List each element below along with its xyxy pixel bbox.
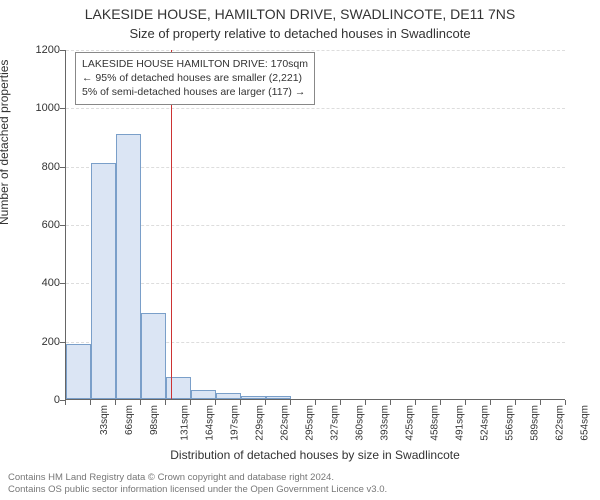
xtick-mark — [190, 400, 191, 405]
xtick-mark — [65, 400, 66, 405]
histogram-bar — [116, 134, 141, 399]
y-axis-label: Number of detached properties — [0, 60, 11, 225]
xtick-label: 622sqm — [555, 405, 566, 441]
xtick-mark — [115, 400, 116, 405]
annotation-line1: LAKESIDE HOUSE HAMILTON DRIVE: 170sqm — [82, 57, 308, 71]
xtick-label: 98sqm — [149, 405, 160, 435]
ytick-mark — [60, 50, 65, 51]
ytick-label: 400 — [20, 277, 60, 289]
annotation-line3: 5% of semi-detached houses are larger (1… — [82, 85, 308, 99]
annotation-box: LAKESIDE HOUSE HAMILTON DRIVE: 170sqm ← … — [75, 52, 315, 105]
gridline — [66, 50, 565, 51]
ytick-mark — [60, 108, 65, 109]
histogram-bar — [266, 396, 290, 399]
xtick-mark — [565, 400, 566, 405]
xtick-label: 360sqm — [355, 405, 366, 441]
xtick-mark — [390, 400, 391, 405]
histogram-bar — [191, 390, 215, 399]
ytick-label: 200 — [20, 336, 60, 348]
chart-title-line2: Size of property relative to detached ho… — [0, 26, 600, 41]
ytick-mark — [60, 283, 65, 284]
histogram-bar — [216, 393, 241, 399]
xtick-label: 327sqm — [329, 405, 340, 441]
xtick-label: 556sqm — [504, 405, 515, 441]
xtick-mark — [540, 400, 541, 405]
xtick-label: 229sqm — [254, 405, 265, 441]
ytick-label: 800 — [20, 161, 60, 173]
xtick-mark — [315, 400, 316, 405]
xtick-mark — [515, 400, 516, 405]
ytick-mark — [60, 167, 65, 168]
xtick-label: 491sqm — [455, 405, 466, 441]
chart-container: LAKESIDE HOUSE, HAMILTON DRIVE, SWADLINC… — [0, 0, 600, 500]
chart-title-line1: LAKESIDE HOUSE, HAMILTON DRIVE, SWADLINC… — [0, 6, 600, 22]
footer-line2: Contains OS public sector information li… — [8, 484, 387, 496]
ytick-label: 1200 — [20, 44, 60, 56]
xtick-mark — [340, 400, 341, 405]
xtick-label: 197sqm — [230, 405, 241, 441]
ytick-label: 600 — [20, 219, 60, 231]
xtick-mark — [90, 400, 91, 405]
histogram-bar — [141, 313, 166, 399]
xtick-label: 66sqm — [124, 405, 135, 435]
xtick-mark — [465, 400, 466, 405]
gridline — [66, 108, 565, 109]
xtick-mark — [165, 400, 166, 405]
xtick-mark — [265, 400, 266, 405]
xtick-mark — [365, 400, 366, 405]
xtick-label: 295sqm — [305, 405, 316, 441]
xtick-label: 458sqm — [430, 405, 441, 441]
xtick-mark — [415, 400, 416, 405]
histogram-bar — [66, 344, 91, 399]
annotation-line2: ← 95% of detached houses are smaller (2,… — [82, 71, 308, 85]
xtick-mark — [490, 400, 491, 405]
xtick-label: 425sqm — [404, 405, 415, 441]
ytick-label: 0 — [20, 394, 60, 406]
xtick-mark — [290, 400, 291, 405]
histogram-bar — [91, 163, 115, 399]
footer-attribution: Contains HM Land Registry data © Crown c… — [8, 472, 387, 496]
footer-line1: Contains HM Land Registry data © Crown c… — [8, 472, 387, 484]
ytick-mark — [60, 342, 65, 343]
xtick-label: 131sqm — [180, 405, 191, 441]
x-axis-label: Distribution of detached houses by size … — [65, 448, 565, 462]
xtick-label: 262sqm — [280, 405, 291, 441]
xtick-label: 164sqm — [205, 405, 216, 441]
xtick-label: 654sqm — [579, 405, 590, 441]
xtick-mark — [215, 400, 216, 405]
xtick-label: 33sqm — [99, 405, 110, 435]
xtick-mark — [440, 400, 441, 405]
xtick-label: 393sqm — [380, 405, 391, 441]
xtick-mark — [140, 400, 141, 405]
xtick-label: 589sqm — [530, 405, 541, 441]
xtick-mark — [240, 400, 241, 405]
xtick-label: 524sqm — [480, 405, 491, 441]
histogram-bar — [241, 396, 266, 399]
ytick-mark — [60, 225, 65, 226]
ytick-label: 1000 — [20, 102, 60, 114]
